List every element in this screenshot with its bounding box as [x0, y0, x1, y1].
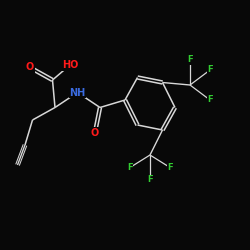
Text: F: F	[207, 66, 213, 74]
Text: F: F	[187, 56, 193, 64]
Text: HO: HO	[62, 60, 78, 70]
Text: F: F	[147, 176, 153, 184]
Text: F: F	[127, 163, 133, 172]
Text: O: O	[26, 62, 34, 72]
Text: O: O	[91, 128, 99, 138]
Text: F: F	[207, 96, 213, 104]
Text: NH: NH	[70, 88, 86, 98]
Text: F: F	[167, 163, 173, 172]
